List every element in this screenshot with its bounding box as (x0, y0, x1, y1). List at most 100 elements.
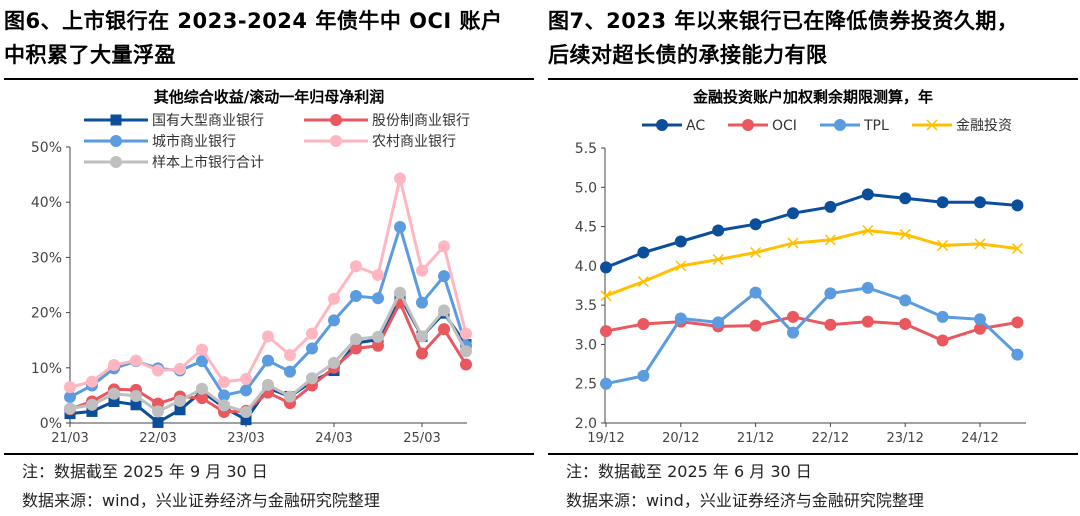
data-point (824, 318, 837, 331)
legend-label: 城市商业银行 (152, 133, 236, 150)
chart-right: 金融投资账户加权剩余期限测算，年 2.0 2.5 3.0 3.5 4.0 4.5 5.0 5.5… (575, 88, 1026, 446)
data-point (328, 356, 340, 369)
data-point (899, 228, 911, 240)
data-point (824, 287, 837, 300)
y-tick-label: 5.0 (575, 180, 597, 196)
data-point (330, 135, 342, 147)
data-point (108, 395, 120, 407)
y-tick-label: 4.0 (575, 259, 597, 275)
data-point (372, 292, 384, 305)
data-point (460, 327, 472, 340)
data-point (899, 294, 912, 307)
data-point (1011, 243, 1023, 255)
x-tick-label: 20/12 (662, 431, 699, 446)
data-point (1011, 199, 1024, 212)
data-point (174, 362, 186, 375)
data-point (394, 172, 406, 185)
data-point (899, 192, 912, 205)
data-point (1011, 348, 1024, 361)
data-point (600, 290, 612, 302)
data-point (637, 276, 649, 288)
data-point (196, 355, 208, 368)
data-point (974, 313, 986, 326)
legend-label: 国有大型商业银行 (152, 113, 264, 129)
data-point (899, 318, 912, 330)
divider (4, 453, 534, 455)
data-point (936, 334, 949, 347)
data-point (674, 312, 687, 325)
data-point (862, 224, 874, 237)
data-point (937, 239, 949, 251)
data-point (110, 114, 122, 126)
note: 注：数据截至 2025 年 9 月 30 日 (22, 462, 268, 481)
figure-6: 图6、上市银行在 2023-2024 年债牛中 OCI 账户 中积累了大量浮盈 其… (4, 0, 534, 516)
data-point (262, 354, 274, 367)
data-point (218, 399, 230, 412)
divider (548, 78, 1078, 80)
data-point (240, 384, 252, 397)
data-point (600, 377, 612, 390)
data-point (834, 119, 846, 131)
figure-title: 图6、上市银行在 2023-2024 年债牛中 OCI 账户 中积累了大量浮盈 (4, 4, 534, 72)
chart-left: 其他综合收益/滚动一年归母净利润 0% 10% 20% 30% 40% 50% 21/03 22… (31, 88, 472, 446)
data-point (64, 391, 76, 404)
data-point (438, 240, 450, 253)
series-line (605, 315, 1018, 343)
data-point (787, 326, 799, 339)
data-point (637, 246, 650, 259)
data-point (284, 349, 296, 362)
title-line: 后续对超长债的承接能力有限 (548, 43, 828, 67)
data-point (130, 354, 142, 367)
x-tick-label: 25/03 (403, 431, 440, 446)
data-point (742, 119, 754, 131)
legend-label: OCI (772, 118, 797, 134)
data-point (674, 235, 687, 248)
data-point (416, 264, 428, 277)
data-point (460, 358, 472, 371)
data-point (749, 218, 762, 231)
data-point (974, 238, 986, 250)
data-point (675, 260, 687, 272)
figure-7: 图7、2023 年以来银行已在降低债券投资久期， 后续对超长债的承接能力有限 金融… (548, 0, 1078, 516)
data-point (824, 234, 836, 246)
data-point (438, 323, 450, 336)
data-point (330, 114, 342, 126)
data-point (218, 376, 230, 389)
data-point (110, 135, 122, 147)
legend-label: 金融投资 (956, 118, 1012, 134)
data-point (262, 330, 274, 343)
data-point (284, 365, 296, 378)
legend-label: 样本上市银行合计 (152, 154, 264, 171)
y-tick-label: 3.5 (575, 298, 597, 314)
data-point (130, 389, 142, 402)
data-point (152, 364, 164, 377)
data-point (1011, 316, 1024, 329)
data-point (936, 196, 949, 209)
data-point (787, 207, 799, 220)
data-point (394, 221, 406, 234)
x-tick-label: 22/03 (139, 431, 176, 446)
data-point (174, 404, 186, 416)
data-point (284, 390, 296, 403)
data-point (152, 405, 164, 418)
data-point (974, 196, 986, 209)
data-point (64, 381, 76, 394)
y-tick-label: 40% (31, 195, 62, 211)
legend-label: 股份制商业银行 (372, 113, 470, 129)
data-point (926, 119, 938, 131)
legend-label: AC (686, 118, 705, 134)
data-point (936, 310, 949, 323)
data-point (656, 119, 668, 131)
y-tick-label: 2.0 (575, 416, 597, 432)
data-point (110, 156, 122, 168)
data-point (306, 342, 318, 355)
data-point (787, 237, 799, 249)
data-point (196, 392, 208, 405)
y-tick-label: 20% (31, 306, 62, 322)
data-point (600, 261, 612, 274)
data-point (350, 333, 362, 346)
data-point (416, 330, 428, 343)
x-tick-label: 22/12 (812, 431, 849, 446)
y-tick-label: 4.5 (575, 220, 597, 236)
data-point (240, 372, 252, 385)
